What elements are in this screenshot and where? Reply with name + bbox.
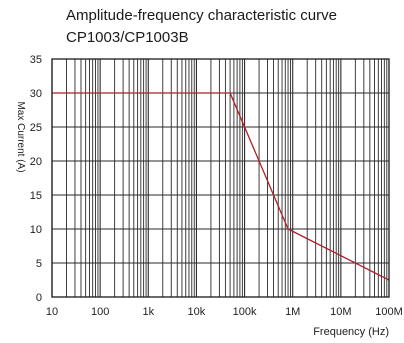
axes bbox=[51, 58, 390, 298]
y-tick-label: 25 bbox=[30, 122, 42, 134]
x-tick-label: 10M bbox=[330, 306, 351, 318]
x-tick-label: 10 bbox=[46, 306, 58, 318]
x-axis-label: Frequency (Hz) bbox=[313, 326, 389, 338]
y-axis-label: Max Current (A) bbox=[15, 101, 26, 172]
y-tick-label: 20 bbox=[30, 156, 42, 168]
grid bbox=[51, 58, 389, 298]
y-tick-label: 15 bbox=[30, 190, 42, 202]
y-tick-label: 30 bbox=[30, 88, 42, 100]
x-tick-label: 1k bbox=[142, 306, 154, 318]
x-tick-label: 100k bbox=[233, 306, 257, 318]
y-tick-label: 10 bbox=[30, 224, 42, 236]
x-tick-label: 1M bbox=[285, 306, 300, 318]
y-tick-label: 5 bbox=[36, 258, 42, 270]
x-tick-label: 10k bbox=[188, 306, 206, 318]
tick-labels: 10 100 1k 10k 100k 1M 10M 100M 0 5 10 15 20 25 30 35 bbox=[30, 54, 403, 318]
series-layer bbox=[52, 92, 390, 281]
chart-subtitle: CP1003/CP1003B bbox=[66, 29, 189, 46]
plot-frame bbox=[51, 58, 390, 298]
chart-title: Amplitude-frequency characteristic curve bbox=[66, 7, 337, 24]
x-tick-label: 100M bbox=[375, 306, 403, 318]
y-tick-label: 0 bbox=[36, 292, 42, 304]
y-tick-label: 35 bbox=[30, 54, 42, 66]
series-line-0 bbox=[52, 92, 390, 281]
x-tick-label: 100 bbox=[91, 306, 109, 318]
